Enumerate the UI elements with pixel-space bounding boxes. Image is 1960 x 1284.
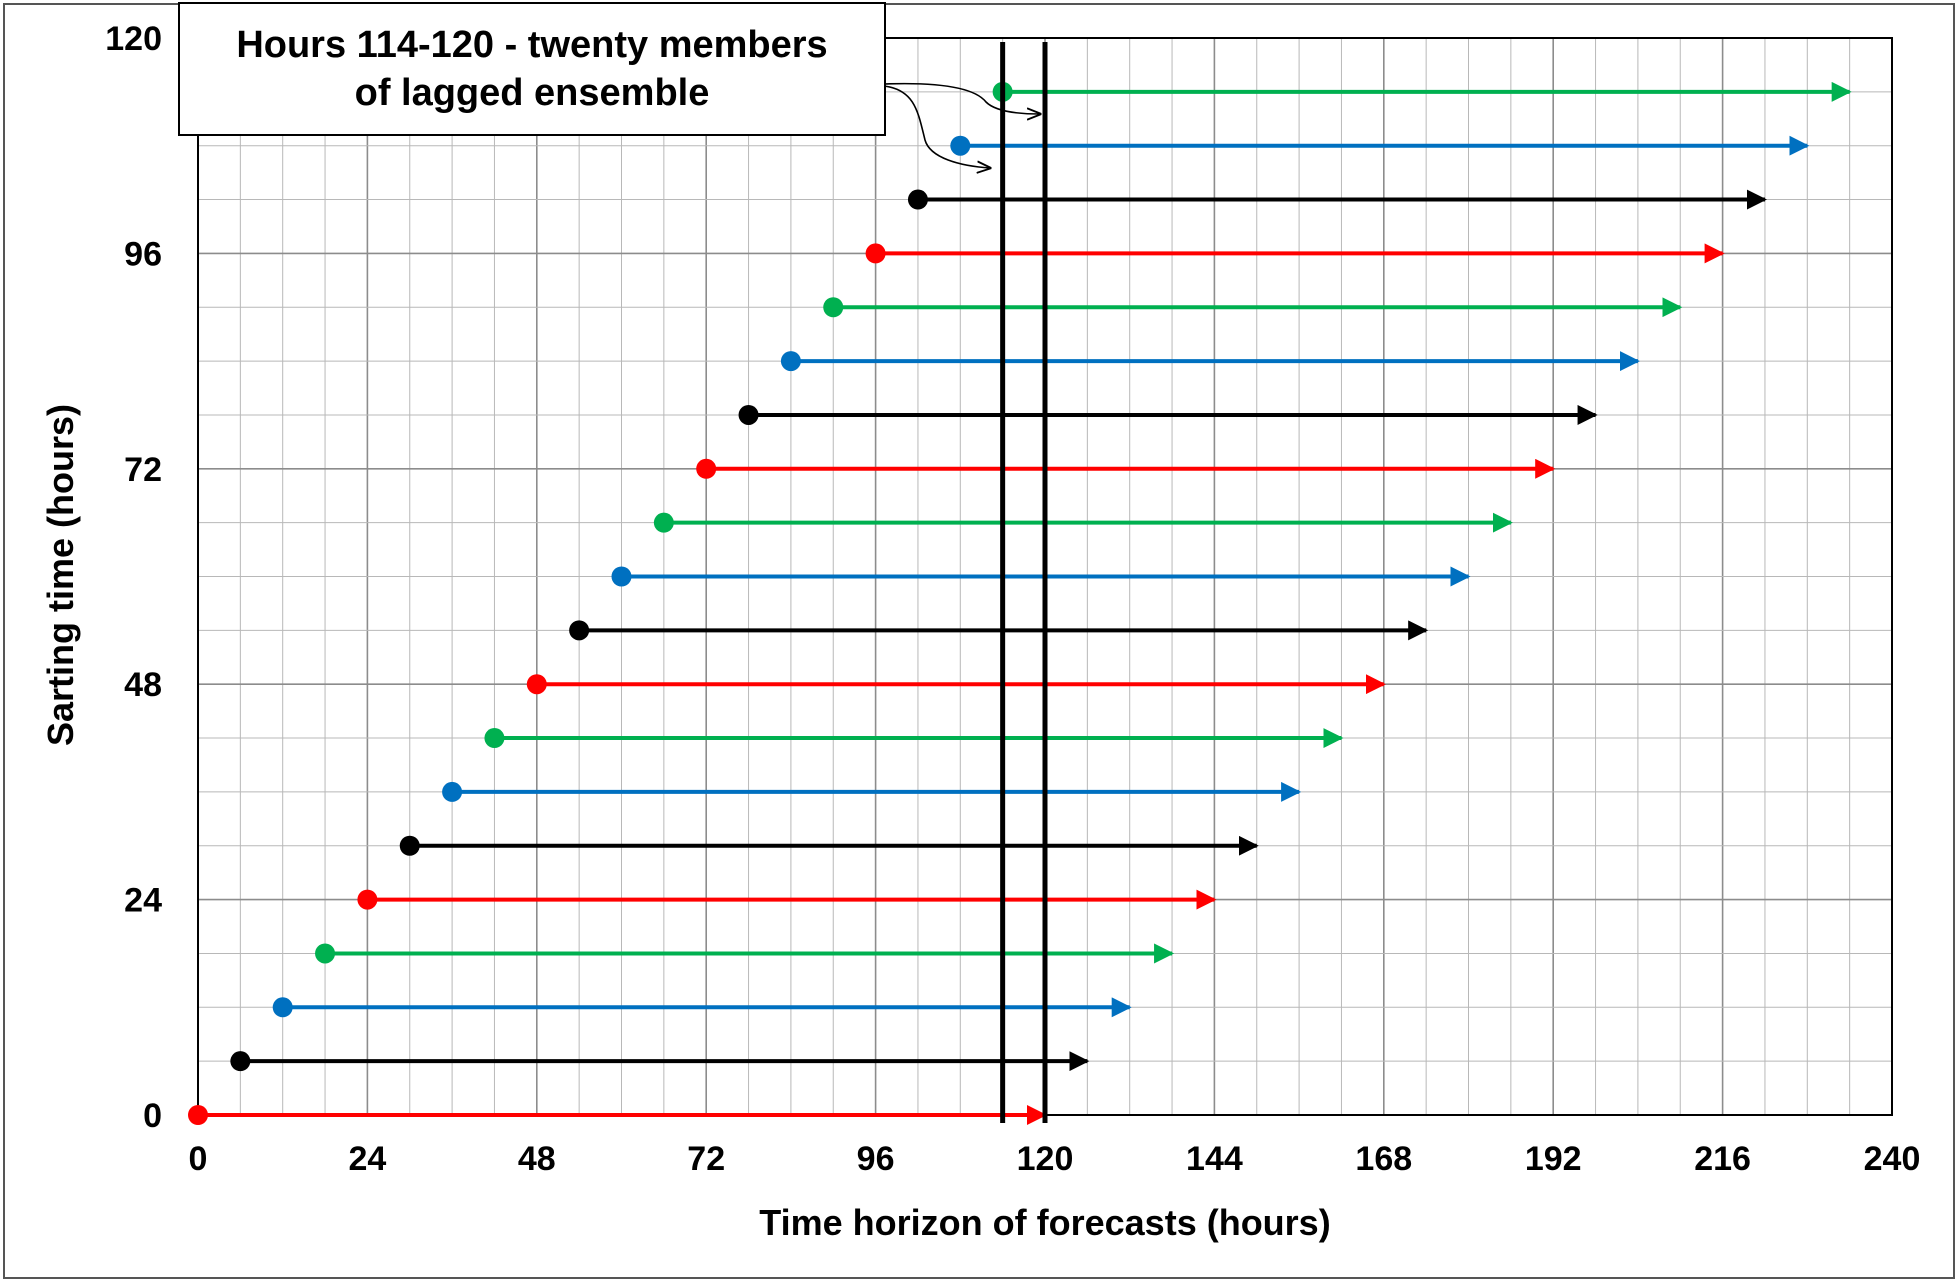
series-66 [653, 512, 1513, 533]
x-tick-label: 216 [1694, 1140, 1751, 1178]
series-6 [230, 1051, 1090, 1072]
series-start-dot [950, 135, 971, 156]
chart-frame [3, 3, 1955, 1279]
x-tick-label: 192 [1525, 1140, 1582, 1178]
callout-arrow-lower [883, 85, 990, 168]
series-60 [611, 566, 1471, 587]
y-tick-label: 0 [143, 1097, 162, 1135]
series-36 [442, 781, 1302, 802]
series-start-dot [357, 889, 378, 910]
x-tick-label: 24 [348, 1140, 386, 1178]
series-start-dot [315, 943, 336, 964]
series-48 [526, 674, 1386, 695]
series-start-dot [865, 243, 886, 264]
series-54 [569, 620, 1429, 641]
series-start-dot [230, 1051, 251, 1072]
x-axis-title: Time horizon of forecasts (hours) [759, 1202, 1330, 1243]
x-tick-label: 96 [857, 1140, 895, 1178]
annotation-callout-arrows [883, 82, 1040, 168]
y-axis-title: Sarting time (hours) [40, 404, 81, 746]
series-start-dot [188, 1105, 208, 1125]
series-start-dot [823, 297, 844, 318]
series-42 [484, 728, 1344, 749]
x-tick-label: 168 [1355, 1140, 1412, 1178]
tick-labels: 0 24 48 72 96 120 144 168 192 216 240 0 24 48 72 96 120 [105, 20, 1920, 1178]
y-tick-label: 120 [105, 20, 162, 58]
series-84 [780, 351, 1640, 372]
series-72 [696, 458, 1556, 479]
y-tick-label: 72 [124, 451, 162, 489]
series-24 [357, 889, 1217, 910]
x-tick-label: 0 [189, 1140, 208, 1178]
series-0 [188, 1105, 1047, 1125]
series-108 [950, 135, 1810, 156]
x-tick-label: 72 [687, 1140, 725, 1178]
forecast-series [188, 81, 1852, 1125]
series-90 [823, 297, 1683, 318]
series-start-dot [484, 728, 505, 749]
series-start-dot [272, 997, 293, 1018]
series-start-dot [653, 512, 674, 533]
series-start-dot [442, 781, 463, 802]
series-78 [738, 404, 1598, 425]
series-start-dot [738, 404, 759, 425]
annotation-text: Hours 114-120 - twenty members of lagged… [236, 24, 828, 114]
callout-arrow-upper [883, 82, 1040, 114]
series-30 [399, 835, 1259, 856]
series-114 [992, 81, 1852, 102]
series-start-dot [696, 458, 717, 479]
series-18 [315, 943, 1175, 964]
series-102 [907, 189, 1767, 210]
x-tick-label: 240 [1864, 1140, 1921, 1178]
x-tick-label: 144 [1186, 1140, 1243, 1178]
series-start-dot [780, 351, 801, 372]
vertical-markers [1000, 42, 1048, 1123]
series-96 [865, 243, 1725, 264]
series-start-dot [569, 620, 590, 641]
y-tick-label: 96 [124, 235, 162, 273]
x-tick-label: 48 [518, 1140, 556, 1178]
annotation-box: Hours 114-120 - twenty members of lagged… [178, 2, 886, 136]
y-tick-label: 24 [124, 882, 162, 920]
series-12 [272, 997, 1132, 1018]
x-tick-label: 120 [1017, 1140, 1074, 1178]
series-start-dot [907, 189, 928, 210]
series-start-dot [526, 674, 547, 695]
series-start-dot [611, 566, 632, 587]
series-start-dot [399, 835, 420, 856]
y-tick-label: 48 [124, 666, 162, 704]
